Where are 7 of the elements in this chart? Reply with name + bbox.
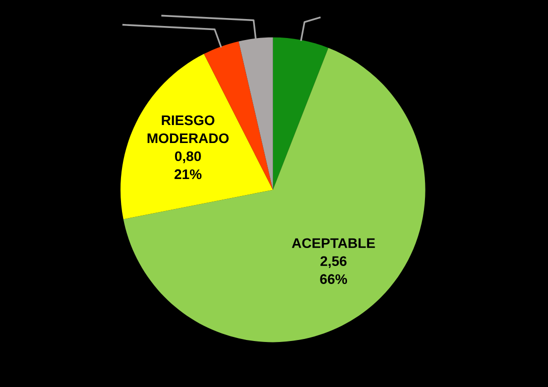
slice-label: ACEPTABLE xyxy=(292,238,375,248)
pie-slice xyxy=(123,48,426,342)
pie-slice xyxy=(272,37,328,190)
pie-slice xyxy=(120,54,273,220)
slice-label: RIESGO MODERADO xyxy=(148,115,229,144)
data-label: 0,80 21% xyxy=(174,151,202,180)
data-label: 2,56 66% xyxy=(320,256,348,284)
